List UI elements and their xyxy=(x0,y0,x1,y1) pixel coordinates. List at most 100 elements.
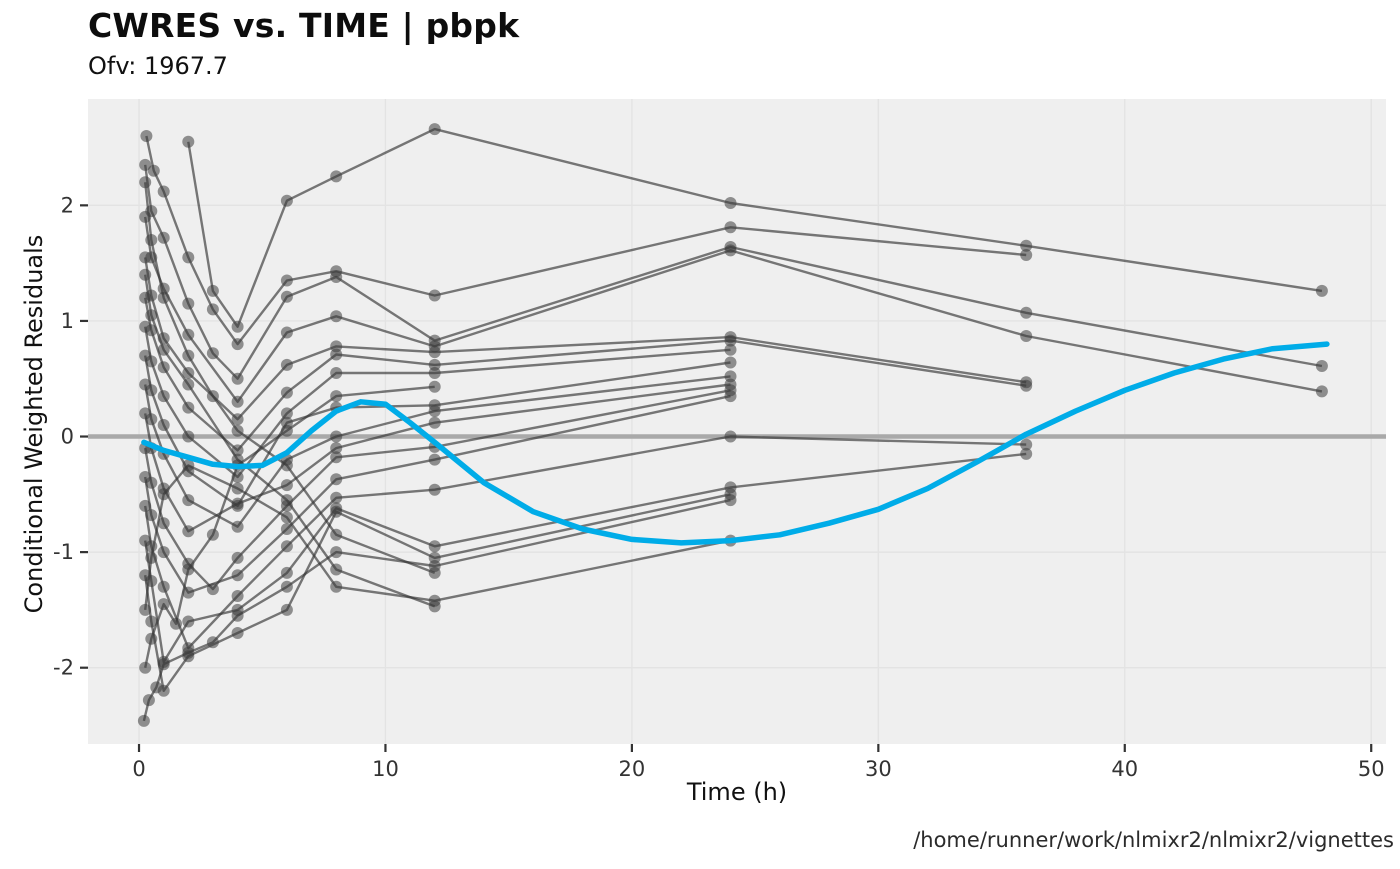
data-point xyxy=(330,546,343,559)
data-point xyxy=(280,326,293,339)
data-point xyxy=(1020,239,1033,252)
data-point xyxy=(182,401,195,414)
data-point xyxy=(1020,379,1033,392)
data-point xyxy=(157,231,170,244)
data-point xyxy=(231,413,244,426)
panel-background xyxy=(88,99,1386,744)
plot-subtitle: Ofv: 1967.7 xyxy=(88,52,228,80)
data-point xyxy=(145,234,158,246)
data-point xyxy=(280,424,293,437)
data-point xyxy=(280,603,293,616)
y-tick-label: -1 xyxy=(53,540,74,564)
data-point xyxy=(1020,249,1033,261)
data-point xyxy=(182,615,195,628)
data-point xyxy=(206,528,219,541)
y-tick-label: 2 xyxy=(61,193,74,217)
data-point xyxy=(157,517,170,530)
data-point xyxy=(1020,447,1033,460)
data-point xyxy=(330,271,343,283)
data-point xyxy=(182,328,195,341)
data-point xyxy=(1315,360,1328,372)
data-point xyxy=(231,338,244,351)
data-point xyxy=(231,424,244,437)
data-point xyxy=(157,361,170,374)
data-point xyxy=(330,505,343,518)
data-point xyxy=(231,627,244,639)
data-point xyxy=(231,569,244,582)
data-point xyxy=(330,430,343,443)
data-point xyxy=(182,459,195,472)
data-point xyxy=(280,494,293,507)
data-point xyxy=(724,343,737,356)
data-point xyxy=(231,551,244,564)
data-point xyxy=(280,459,293,472)
data-point xyxy=(157,580,170,593)
data-point xyxy=(147,164,160,177)
data-point xyxy=(139,320,152,333)
data-point xyxy=(231,609,244,622)
data-point xyxy=(428,600,441,613)
data-point xyxy=(139,158,152,171)
data-point xyxy=(1315,284,1328,297)
data-point xyxy=(330,170,343,183)
data-point xyxy=(139,291,152,304)
data-point xyxy=(428,416,441,429)
data-point xyxy=(139,569,152,582)
data-point xyxy=(280,386,293,399)
data-point xyxy=(140,130,153,142)
x-tick-label: 30 xyxy=(865,757,892,781)
data-point xyxy=(139,349,152,362)
data-point xyxy=(1020,438,1033,451)
data-point xyxy=(231,395,244,408)
data-point xyxy=(139,534,152,547)
plot-caption: /home/runner/work/nlmixr2/nlmixr2/vignet… xyxy=(913,828,1394,852)
x-tick-label: 20 xyxy=(619,757,646,781)
data-point xyxy=(157,390,170,403)
data-point xyxy=(182,646,195,659)
data-point xyxy=(139,407,152,420)
data-point xyxy=(157,658,170,671)
data-point xyxy=(157,419,170,431)
data-point xyxy=(428,367,441,379)
data-point xyxy=(231,471,244,483)
data-point xyxy=(428,453,441,466)
data-point xyxy=(145,509,158,522)
data-point xyxy=(170,617,182,630)
data-point xyxy=(330,473,343,486)
data-point xyxy=(231,497,244,510)
data-point xyxy=(206,636,219,649)
data-point xyxy=(142,694,155,707)
data-point xyxy=(724,390,737,403)
data-point xyxy=(145,615,158,628)
data-point xyxy=(231,520,244,533)
data-point xyxy=(182,297,195,310)
data-point xyxy=(157,332,170,345)
data-point xyxy=(280,580,293,593)
data-point xyxy=(231,444,244,457)
data-point xyxy=(182,251,195,264)
data-point xyxy=(182,349,195,362)
data-point xyxy=(280,358,293,371)
data-point xyxy=(157,598,170,611)
data-point xyxy=(280,511,293,524)
data-point xyxy=(139,210,152,223)
data-point xyxy=(145,309,158,322)
data-point xyxy=(182,367,195,379)
data-point xyxy=(330,491,343,504)
y-tick-label: -2 xyxy=(53,656,74,680)
data-point xyxy=(182,563,195,576)
data-point xyxy=(206,390,219,403)
data-point xyxy=(330,442,343,455)
data-point xyxy=(157,282,170,295)
data-point xyxy=(157,291,170,304)
data-point xyxy=(139,471,152,483)
data-point xyxy=(145,551,158,564)
data-point xyxy=(330,580,343,593)
data-point xyxy=(182,494,195,507)
y-tick-label: 0 xyxy=(61,425,74,449)
data-point xyxy=(206,284,219,297)
data-point xyxy=(724,197,737,209)
data-point xyxy=(157,343,170,356)
data-point xyxy=(1020,330,1033,342)
